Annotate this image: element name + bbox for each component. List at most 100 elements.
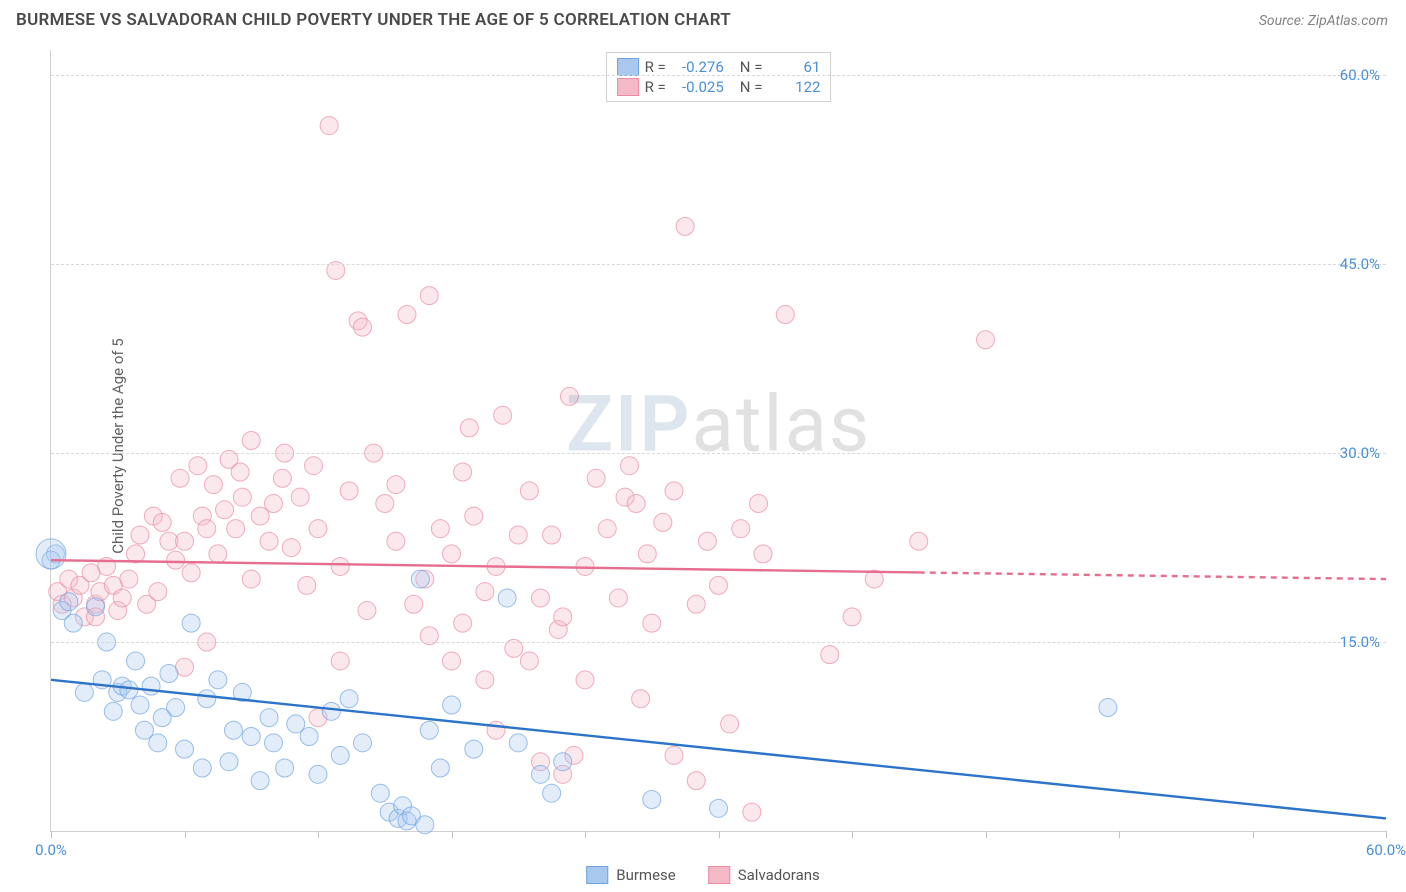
data-point: [300, 728, 318, 746]
data-point: [231, 463, 249, 481]
source-name: ZipAtlas.com: [1308, 13, 1388, 29]
swatch-salvadorans-bottom: [708, 866, 730, 884]
xtick: [185, 831, 186, 838]
legend-R-label-2: R =: [645, 78, 666, 96]
data-point: [198, 520, 216, 538]
data-point: [443, 696, 461, 714]
data-point: [643, 614, 661, 632]
xtick: [1253, 831, 1254, 838]
data-point: [387, 532, 405, 550]
xtick-label: 0.0%: [35, 841, 67, 859]
data-point: [654, 513, 672, 531]
data-point: [142, 677, 160, 695]
data-point: [420, 287, 438, 305]
data-point: [204, 476, 222, 494]
data-point: [750, 494, 768, 512]
legend-salv-N: 122: [768, 78, 820, 96]
xtick: [1119, 831, 1120, 838]
data-point: [460, 419, 478, 437]
data-point: [167, 551, 185, 569]
chart-title: BURMESE VS SALVADORAN CHILD POVERTY UNDE…: [16, 10, 731, 30]
data-point: [216, 501, 234, 519]
grid-line: [51, 642, 1386, 643]
grid-line: [51, 453, 1386, 454]
data-point: [476, 671, 494, 689]
data-point: [821, 646, 839, 664]
data-point: [75, 683, 93, 701]
data-point: [153, 513, 171, 531]
trend-line: [919, 572, 1386, 579]
xtick: [585, 831, 586, 838]
data-point: [443, 652, 461, 670]
data-point: [331, 652, 349, 670]
data-point: [698, 532, 716, 550]
xtick-label: 60.0%: [1366, 841, 1406, 859]
source-label: Source:: [1259, 13, 1308, 29]
data-point: [405, 595, 423, 613]
data-point: [113, 589, 131, 607]
data-point: [193, 759, 211, 777]
data-point: [754, 545, 772, 563]
data-point: [149, 734, 167, 752]
data-point: [120, 681, 138, 699]
data-point: [520, 652, 538, 670]
data-point: [120, 570, 138, 588]
data-point: [498, 589, 516, 607]
series-legend: Burmese Salvadorans: [586, 866, 820, 884]
data-point: [209, 545, 227, 563]
data-point: [465, 740, 483, 758]
data-point: [260, 709, 278, 727]
data-point: [687, 595, 705, 613]
data-point: [371, 784, 389, 802]
data-point: [182, 614, 200, 632]
swatch-burmese: [617, 58, 639, 76]
data-point: [160, 665, 178, 683]
data-point: [331, 557, 349, 575]
data-point: [224, 721, 242, 739]
data-point: [265, 494, 283, 512]
data-point: [176, 740, 194, 758]
data-point: [220, 753, 238, 771]
ytick-label: 30.0%: [1340, 444, 1380, 462]
data-point: [416, 816, 434, 834]
data-point: [710, 576, 728, 594]
data-point: [443, 545, 461, 563]
xtick: [318, 831, 319, 838]
data-point: [309, 520, 327, 538]
ytick-label: 45.0%: [1340, 255, 1380, 273]
data-point: [233, 488, 251, 506]
data-point: [227, 520, 245, 538]
data-point: [910, 532, 928, 550]
data-point: [721, 715, 739, 733]
legend-item-burmese: Burmese: [586, 866, 676, 884]
data-point: [543, 784, 561, 802]
legend-burmese-R: -0.276: [672, 58, 724, 76]
data-point: [309, 765, 327, 783]
data-point: [305, 457, 323, 475]
legend-burmese-N: 61: [768, 58, 820, 76]
data-point: [554, 753, 572, 771]
data-point: [260, 532, 278, 550]
data-point: [576, 671, 594, 689]
data-point: [209, 671, 227, 689]
data-point: [587, 469, 605, 487]
legend-label-salvadorans: Salvadorans: [738, 866, 820, 884]
data-point: [376, 494, 394, 512]
data-point: [643, 791, 661, 809]
data-point: [543, 526, 561, 544]
data-point: [198, 690, 216, 708]
data-point: [665, 482, 683, 500]
data-point: [60, 593, 78, 611]
data-point: [1099, 699, 1117, 717]
xtick: [719, 831, 720, 838]
data-point: [465, 507, 483, 525]
data-point: [627, 494, 645, 512]
data-point: [276, 759, 294, 777]
data-point: [171, 469, 189, 487]
data-point: [282, 539, 300, 557]
data-point: [251, 772, 269, 790]
data-point: [743, 803, 761, 821]
data-point: [598, 520, 616, 538]
data-point: [454, 614, 472, 632]
correlation-legend: R = -0.276 N = 61 R = -0.025 N = 122: [606, 52, 832, 102]
